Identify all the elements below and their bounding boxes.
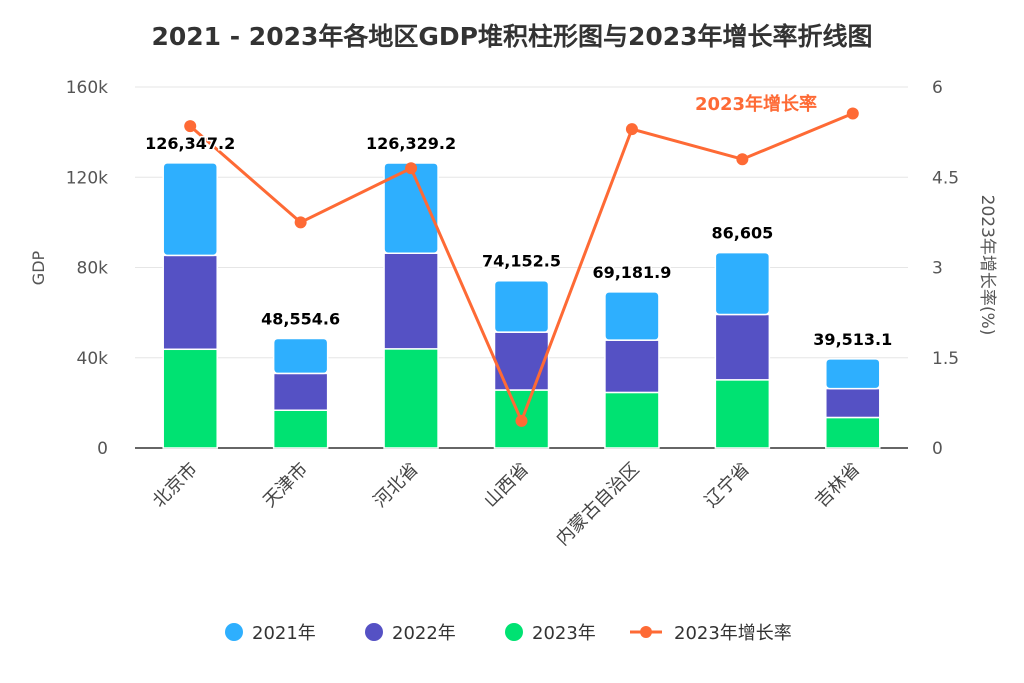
y-tick-label: 0 (97, 439, 108, 459)
legend-marker-icon (225, 623, 243, 641)
y2-tick-label: 1.5 (932, 349, 959, 369)
legend-item[interactable]: 2022年 (392, 623, 456, 644)
y2-axis-title: 2023年增长率(%) (977, 195, 997, 336)
x-tick-label: 辽宁省 (701, 459, 754, 512)
legend-marker-icon (640, 626, 652, 638)
legend-item[interactable]: 2021年 (252, 623, 316, 644)
x-tick-label: 北京市 (149, 459, 202, 512)
bar-2023年[interactable] (162, 348, 218, 449)
bar-2023年[interactable] (714, 379, 771, 449)
total-label: 48,554.6 (261, 309, 340, 328)
growth-point[interactable] (184, 120, 197, 133)
growth-point[interactable] (515, 414, 528, 427)
bar-2021年[interactable] (162, 162, 218, 257)
bar-2022年[interactable] (714, 313, 771, 381)
legend-marker-icon (365, 623, 383, 641)
y2-tick-label: 6 (932, 78, 943, 98)
y2-tick-label: 3 (932, 259, 943, 279)
bar-2021年[interactable] (825, 358, 881, 390)
total-label: 74,152.5 (482, 252, 561, 271)
bar-2023年[interactable] (272, 409, 329, 449)
bar-2022年[interactable] (825, 387, 881, 419)
bar-2023年[interactable] (383, 348, 439, 449)
y-tick-label: 40k (77, 349, 109, 369)
bar-2021年[interactable] (493, 279, 550, 333)
bar-2021年[interactable] (604, 291, 660, 341)
bar-2021年[interactable] (272, 337, 329, 375)
bar-2022年[interactable] (162, 254, 218, 351)
total-label: 39,513.1 (813, 330, 892, 349)
y-axis-title: GDP (29, 250, 48, 285)
x-tick-label: 天津市 (259, 459, 312, 512)
y-tick-label: 120k (66, 168, 108, 188)
growth-point[interactable] (736, 153, 749, 166)
bar-2022年[interactable] (272, 372, 329, 411)
growth-point[interactable] (405, 162, 418, 175)
total-label: 126,347.2 (145, 134, 235, 153)
x-tick-label: 吉林省 (811, 459, 864, 512)
line-label: 2023年增长率 (695, 93, 817, 115)
bar-2021年[interactable] (714, 251, 771, 316)
bar-2023年[interactable] (604, 391, 660, 449)
total-label: 126,329.2 (366, 134, 456, 153)
y2-tick-label: 4.5 (932, 168, 959, 188)
total-label: 69,181.9 (592, 263, 671, 282)
x-tick-label: 河北省 (370, 459, 423, 512)
chart-title: 2021 - 2023年各地区GDP堆积柱形图与2023年增长率折线图 (151, 22, 872, 51)
bar-2022年[interactable] (604, 339, 660, 394)
growth-point[interactable] (625, 123, 638, 136)
bar-2022年[interactable] (383, 252, 439, 350)
y-tick-label: 80k (77, 259, 109, 279)
legend-marker-icon (505, 623, 523, 641)
x-tick-label: 内蒙古自治区 (552, 459, 643, 550)
total-label: 86,605 (711, 224, 773, 243)
legend-item[interactable]: 2023年 (532, 623, 596, 644)
legend-item[interactable]: 2023年增长率 (674, 623, 792, 644)
bar-2023年[interactable] (825, 416, 881, 449)
y2-tick-label: 0 (932, 439, 943, 459)
y-tick-label: 160k (66, 78, 108, 98)
growth-point[interactable] (294, 216, 307, 229)
x-tick-label: 山西省 (480, 459, 533, 512)
growth-point[interactable] (846, 107, 859, 120)
